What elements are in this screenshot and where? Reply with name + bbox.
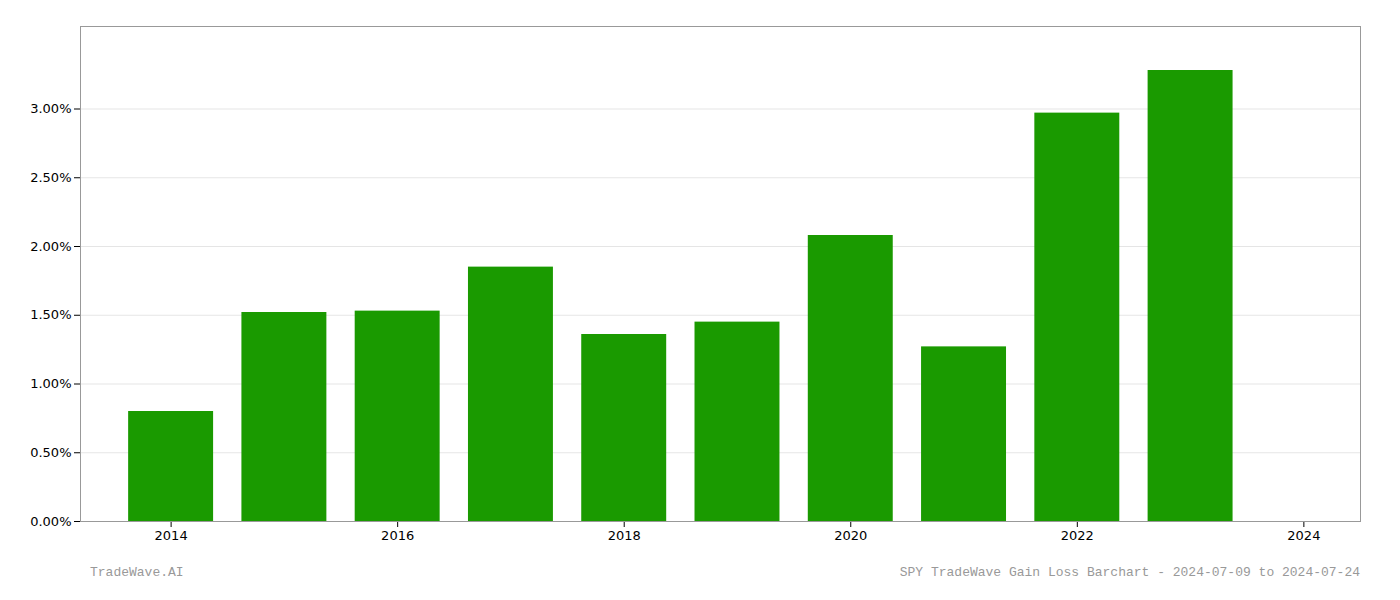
svg-text:3.00%: 3.00%: [30, 101, 71, 116]
svg-text:1.00%: 1.00%: [30, 376, 71, 391]
svg-text:1.50%: 1.50%: [30, 307, 71, 322]
svg-text:2020: 2020: [834, 528, 867, 543]
svg-text:2022: 2022: [1061, 528, 1094, 543]
svg-text:2016: 2016: [381, 528, 414, 543]
html-text:SPY TradeWave Gain Loss Barcha: SPY TradeWave Gain Loss Barchart - 2024-…: [899, 565, 1360, 580]
html-text:TradeWave.AI: TradeWave.AI: [90, 565, 184, 580]
svg-text:2014: 2014: [155, 528, 188, 543]
svg-text:2.50%: 2.50%: [30, 170, 71, 185]
svg-text:2018: 2018: [608, 528, 641, 543]
svg-text:0.00%: 0.00%: [30, 514, 71, 529]
svg-text:0.50%: 0.50%: [30, 445, 71, 460]
svg-text:2.00%: 2.00%: [30, 239, 71, 254]
svg-text:2024: 2024: [1287, 528, 1320, 543]
